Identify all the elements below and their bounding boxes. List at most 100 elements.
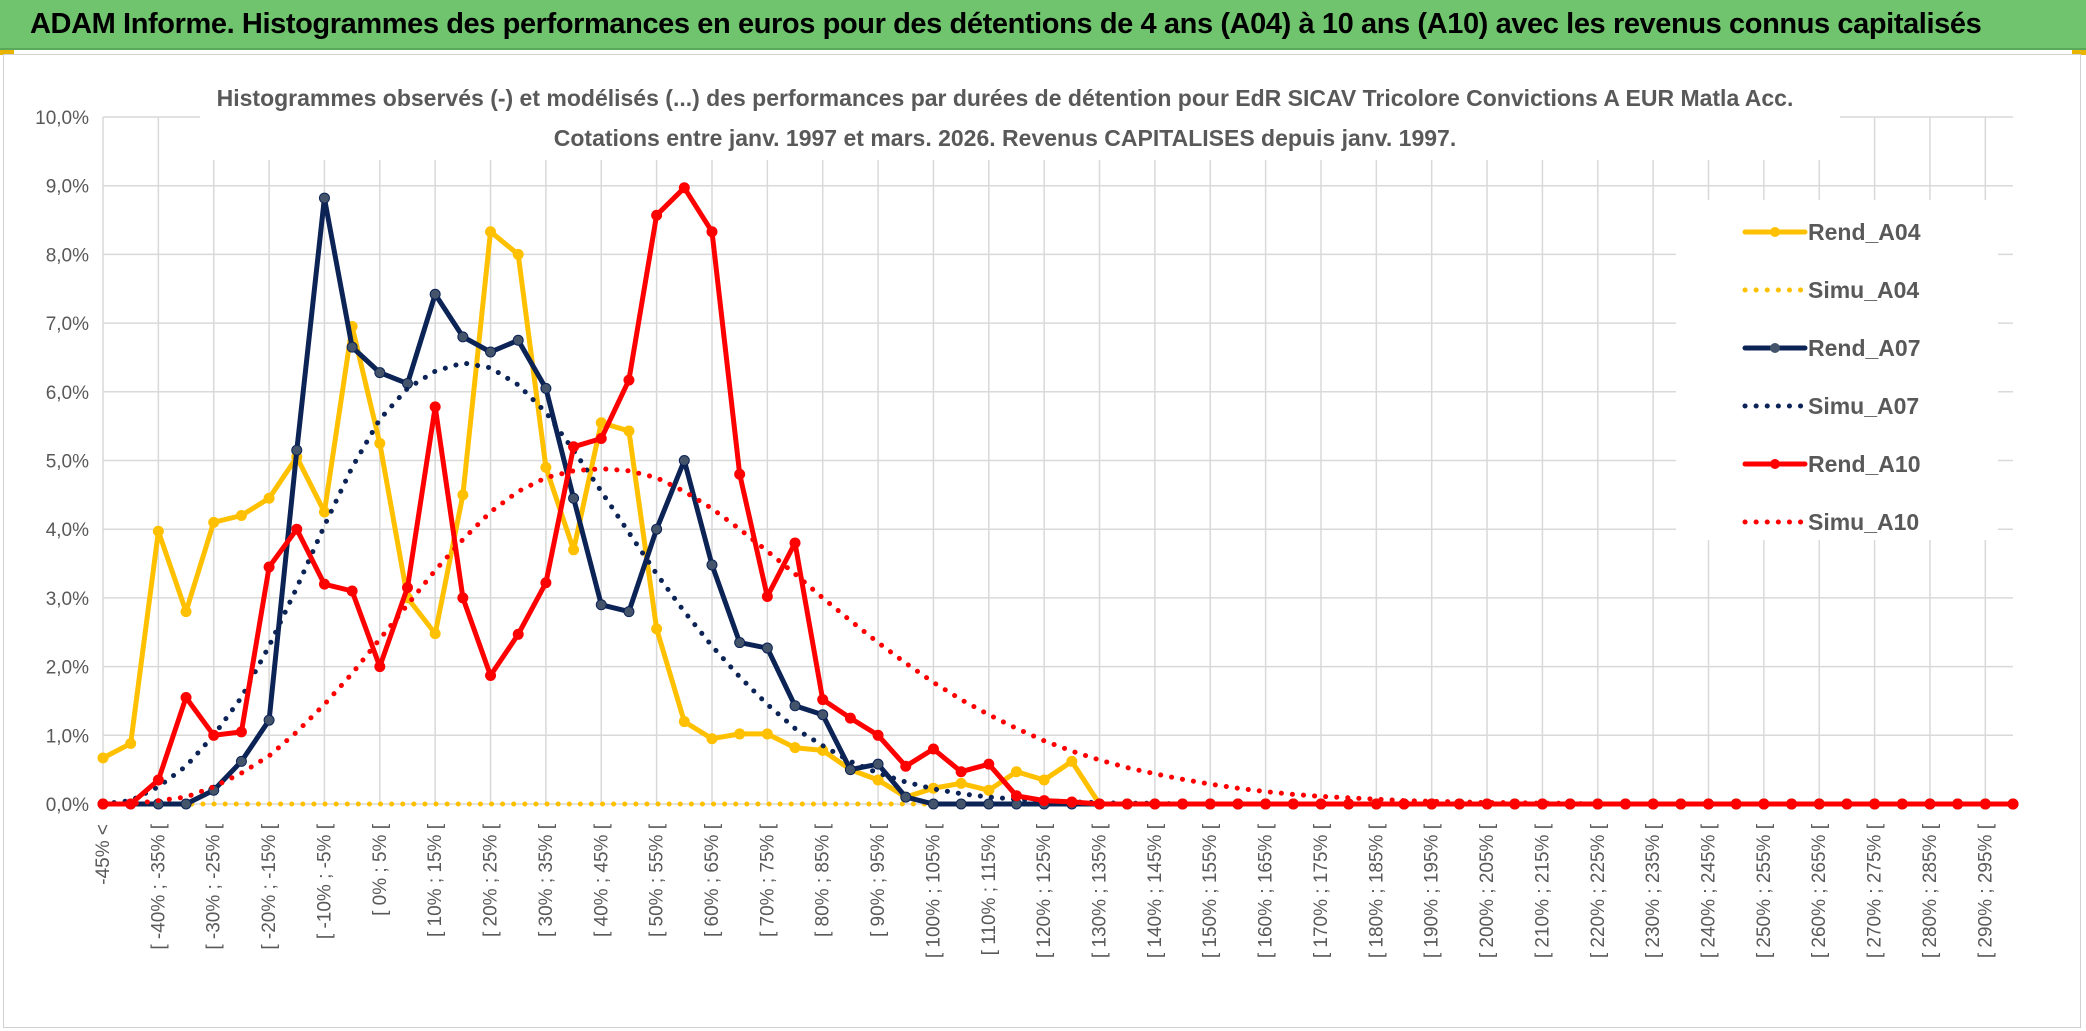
x-tick-label: [ 270% ; 275% [ xyxy=(1865,823,1886,958)
data-point xyxy=(568,441,580,453)
data-point xyxy=(1149,798,1161,810)
chart-title: Histogrammes observés (-) et modélisés (… xyxy=(217,85,1794,111)
y-tick-label: 5,0% xyxy=(46,452,89,473)
data-point xyxy=(540,382,552,394)
legend-label: Rend_A07 xyxy=(1808,335,1920,361)
x-tick-label: [ 190% ; 195% [ xyxy=(1422,823,1443,958)
data-point xyxy=(263,492,275,504)
legend-marker xyxy=(1770,343,1780,353)
x-tick-label: [ 170% ; 175% [ xyxy=(1311,823,1332,958)
x-tick-label: [ 240% ; 245% [ xyxy=(1699,823,1720,958)
data-point xyxy=(678,182,690,194)
data-point xyxy=(152,774,164,786)
data-point xyxy=(1343,798,1355,810)
data-point xyxy=(125,738,137,750)
data-point xyxy=(485,346,497,358)
series-layer xyxy=(97,182,2019,810)
data-point xyxy=(457,331,469,343)
data-point xyxy=(900,760,912,772)
y-tick-label: 8,0% xyxy=(46,245,89,266)
data-point xyxy=(318,506,330,518)
data-point xyxy=(734,728,746,740)
x-tick-label: [ 140% ; 145% [ xyxy=(1145,823,1166,958)
data-point xyxy=(374,437,386,449)
data-point xyxy=(1094,798,1106,810)
x-tick-label: [ 210% ; 215% [ xyxy=(1532,823,1553,958)
data-point xyxy=(761,728,773,740)
data-point xyxy=(761,642,773,654)
chart-frame xyxy=(3,54,2081,1028)
y-tick-label: 2,0% xyxy=(46,658,89,679)
x-tick-label: [ -20% ; -15% [ xyxy=(259,823,280,949)
data-point xyxy=(1038,774,1050,786)
x-tick-label: [ 280% ; 285% [ xyxy=(1920,823,1941,958)
legend: Rend_A04 Simu_A04 Rend_A07 Simu_A07 Rend_A10… xyxy=(1676,200,1998,540)
data-point xyxy=(678,455,690,466)
x-tick-label: [ 10% ; 15% [ xyxy=(425,823,446,937)
x-tick-label: [ 250% ; 255% [ xyxy=(1754,823,1775,958)
data-point xyxy=(678,716,690,728)
legend-label: Simu_A07 xyxy=(1808,393,1919,419)
data-point xyxy=(429,401,441,413)
data-point xyxy=(208,729,220,741)
legend-label: Simu_A10 xyxy=(1808,509,1919,535)
data-point xyxy=(706,733,718,745)
data-point xyxy=(374,661,386,673)
x-tick-label: [ 30% ; 35% [ xyxy=(536,823,557,937)
x-tick-label: [ 0% ; 5% [ xyxy=(370,823,391,916)
x-tick-label: [ -30% ; -25% [ xyxy=(204,823,225,949)
data-point xyxy=(900,791,912,803)
data-point xyxy=(595,599,607,611)
data-point xyxy=(457,489,469,501)
data-point xyxy=(1038,795,1050,807)
data-point xyxy=(346,585,358,597)
data-point xyxy=(512,248,524,260)
data-point xyxy=(540,461,552,473)
y-tick-label: 9,0% xyxy=(46,177,89,198)
data-point xyxy=(955,777,967,789)
data-point xyxy=(1121,798,1133,810)
data-point xyxy=(1010,766,1022,778)
x-tick-label: [ 70% ; 75% [ xyxy=(757,823,778,937)
data-point xyxy=(1066,755,1078,767)
data-point xyxy=(623,425,635,437)
x-tick-label: [ 60% ; 65% [ xyxy=(702,823,723,937)
report-banner: ADAM Informe. Histogrammes des performan… xyxy=(0,0,2086,50)
data-point xyxy=(1315,798,1327,810)
corner-accent-right xyxy=(2072,50,2086,55)
data-point xyxy=(97,752,109,764)
x-tick-label: [ 200% ; 205% [ xyxy=(1477,823,1498,958)
data-point xyxy=(235,726,247,738)
data-point xyxy=(651,623,663,635)
data-point xyxy=(540,577,552,589)
data-point xyxy=(955,798,967,810)
chart-title-group: Histogrammes observés (-) et modélisés (… xyxy=(200,78,1840,160)
x-tick-label: [ 120% ; 125% [ xyxy=(1034,823,1055,958)
report-title: ADAM Informe. Histogrammes des performan… xyxy=(30,8,1982,40)
x-tick-label: [ -10% ; -5% [ xyxy=(314,823,335,939)
data-point xyxy=(263,561,275,573)
data-point xyxy=(651,209,663,221)
x-tick-label: [ 230% ; 235% [ xyxy=(1643,823,1664,958)
x-tick-label: [ 180% ; 185% [ xyxy=(1366,823,1387,958)
chart-subtitle: Cotations entre janv. 1997 et mars. 2026… xyxy=(554,125,1456,151)
data-point xyxy=(2007,798,2019,810)
x-tick-label: [ 80% ; 85% [ xyxy=(813,823,834,937)
data-point xyxy=(263,714,275,726)
x-tick-label: [ -40% ; -35% [ xyxy=(148,823,169,949)
data-point xyxy=(291,444,303,456)
data-point xyxy=(623,606,635,618)
x-tick-label: [ 40% ; 45% [ xyxy=(591,823,612,937)
data-point xyxy=(429,628,441,640)
y-tick-label: 1,0% xyxy=(46,726,89,747)
x-tick-label: [ 50% ; 55% [ xyxy=(647,823,668,937)
data-point xyxy=(1066,796,1078,808)
data-point xyxy=(789,742,801,754)
series-line-rend_a10 xyxy=(100,185,2016,807)
data-point xyxy=(872,774,884,786)
data-point xyxy=(983,758,995,770)
data-point xyxy=(623,374,635,386)
y-axis: 0,0% 1,0% 2,0% 3,0% 4,0% 5,0% 6,0% 7,0% 8,0% 9,0%… xyxy=(35,108,89,816)
data-point xyxy=(595,433,607,445)
x-tick-label: [ 150% ; 155% [ xyxy=(1200,823,1221,958)
